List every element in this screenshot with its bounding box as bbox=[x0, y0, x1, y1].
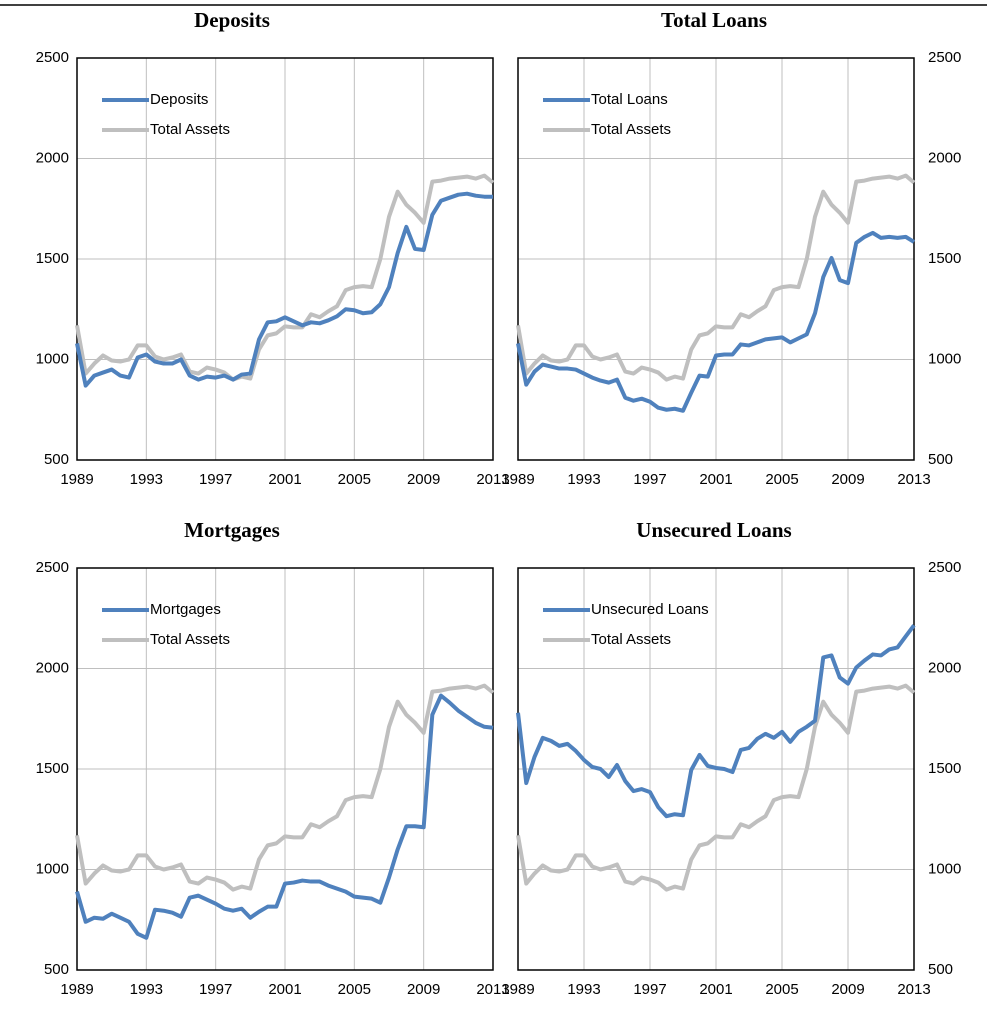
series-line bbox=[516, 683, 916, 892]
y-tick-label: 2500 bbox=[36, 559, 69, 576]
y-tick-label: 2500 bbox=[928, 49, 961, 66]
legend-label: Mortgages bbox=[150, 601, 221, 618]
x-tick-label: 1993 bbox=[567, 471, 600, 488]
plot-frame bbox=[517, 57, 915, 461]
x-tick-label: 2001 bbox=[268, 981, 301, 998]
x-tick-label: 2005 bbox=[765, 471, 798, 488]
x-tick-label: 2013 bbox=[476, 471, 509, 488]
plot-frame bbox=[76, 57, 494, 461]
series-line bbox=[75, 693, 494, 940]
legend-label: Deposits bbox=[150, 91, 208, 108]
x-tick-label: 1993 bbox=[567, 981, 600, 998]
x-tick-label: 1997 bbox=[633, 981, 666, 998]
x-tick-label: 2001 bbox=[268, 471, 301, 488]
x-tick-label: 2001 bbox=[699, 981, 732, 998]
y-tick-label: 1000 bbox=[928, 860, 961, 877]
x-tick-label: 2009 bbox=[407, 471, 440, 488]
y-tick-label: 500 bbox=[928, 961, 953, 978]
y-tick-label: 1500 bbox=[36, 250, 69, 267]
legend-label: Total Assets bbox=[150, 631, 230, 648]
y-tick-label: 1500 bbox=[36, 760, 69, 777]
series-line bbox=[75, 173, 495, 382]
x-tick-label: 2009 bbox=[831, 471, 864, 488]
y-tick-label: 2500 bbox=[928, 559, 961, 576]
y-tick-label: 2000 bbox=[36, 149, 69, 166]
plot-frame bbox=[76, 567, 494, 971]
x-tick-label: 1997 bbox=[199, 981, 232, 998]
legend-label: Total Assets bbox=[591, 631, 671, 648]
series-line bbox=[75, 683, 495, 892]
x-tick-label: 2005 bbox=[338, 471, 371, 488]
y-tick-label: 1000 bbox=[928, 350, 961, 367]
series-line bbox=[516, 173, 916, 382]
x-tick-label: 2009 bbox=[407, 981, 440, 998]
chart-title: Total Loans bbox=[661, 8, 767, 32]
x-tick-label: 1989 bbox=[60, 981, 93, 998]
x-tick-label: 1993 bbox=[130, 471, 163, 488]
x-tick-label: 2009 bbox=[831, 981, 864, 998]
y-tick-label: 500 bbox=[44, 961, 69, 978]
y-tick-label: 500 bbox=[928, 451, 953, 468]
x-tick-label: 2013 bbox=[897, 471, 930, 488]
chart-title: Mortgages bbox=[184, 518, 280, 542]
y-tick-label: 1500 bbox=[928, 250, 961, 267]
y-tick-label: 2000 bbox=[36, 659, 69, 676]
y-tick-label: 2000 bbox=[928, 149, 961, 166]
x-tick-label: 2005 bbox=[338, 981, 371, 998]
plot-frame bbox=[517, 567, 915, 971]
chart-title: Unsecured Loans bbox=[636, 518, 791, 542]
x-tick-label: 2013 bbox=[476, 981, 509, 998]
legend-label: Total Loans bbox=[591, 91, 668, 108]
x-tick-label: 1997 bbox=[633, 471, 666, 488]
legend-label: Total Assets bbox=[591, 121, 671, 138]
x-tick-label: 2013 bbox=[897, 981, 930, 998]
series-line bbox=[516, 230, 916, 413]
chart-title: Deposits bbox=[194, 8, 270, 32]
legend-label: Total Assets bbox=[150, 121, 230, 138]
series-line bbox=[516, 624, 916, 819]
x-tick-label: 2005 bbox=[765, 981, 798, 998]
y-tick-label: 1000 bbox=[36, 860, 69, 877]
y-tick-label: 1000 bbox=[36, 350, 69, 367]
y-tick-label: 2000 bbox=[928, 659, 961, 676]
legend-label: Unsecured Loans bbox=[591, 601, 709, 618]
x-tick-label: 1993 bbox=[130, 981, 163, 998]
x-tick-label: 1989 bbox=[501, 471, 534, 488]
y-tick-label: 500 bbox=[44, 451, 69, 468]
x-tick-label: 1989 bbox=[60, 471, 93, 488]
y-tick-label: 2500 bbox=[36, 49, 69, 66]
x-tick-label: 2001 bbox=[699, 471, 732, 488]
y-tick-label: 1500 bbox=[928, 760, 961, 777]
x-tick-label: 1997 bbox=[199, 471, 232, 488]
series-line bbox=[75, 191, 493, 388]
x-tick-label: 1989 bbox=[501, 981, 534, 998]
